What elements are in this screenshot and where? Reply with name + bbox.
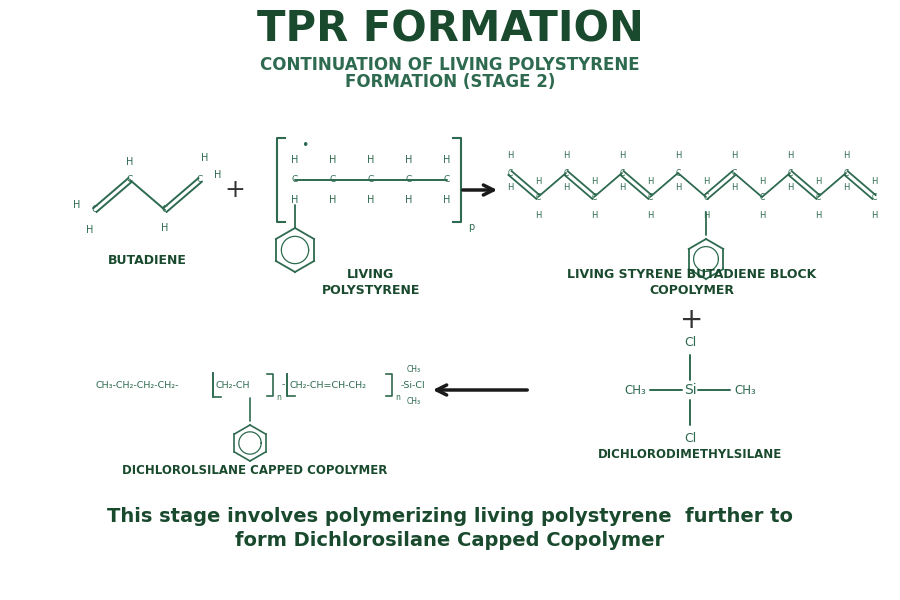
Text: H: H	[329, 195, 337, 205]
Text: CH₃-CH₂-CH₂-CH₂-: CH₃-CH₂-CH₂-CH₂-	[95, 380, 178, 389]
Text: p: p	[468, 222, 474, 232]
Text: H: H	[214, 170, 221, 180]
Text: This stage involves polymerizing living polystyrene  further to: This stage involves polymerizing living …	[107, 506, 793, 526]
Text: H: H	[292, 195, 299, 205]
Text: C: C	[788, 169, 793, 178]
Text: H: H	[367, 195, 374, 205]
Text: C: C	[197, 175, 203, 185]
Text: H: H	[507, 151, 513, 160]
Text: H: H	[842, 151, 850, 160]
Text: H: H	[444, 195, 451, 205]
Text: H: H	[562, 184, 569, 193]
Text: CH₂-CH=CH-CH₂: CH₂-CH=CH-CH₂	[289, 380, 366, 389]
Text: H: H	[871, 178, 877, 187]
Text: C: C	[162, 205, 168, 214]
Text: C: C	[508, 169, 513, 178]
Text: DICHLOROLSILANE CAPPED COPOLYMER: DICHLOROLSILANE CAPPED COPOLYMER	[122, 463, 388, 476]
Text: C: C	[843, 169, 849, 178]
Text: form Dichlorosilane Capped Copolymer: form Dichlorosilane Capped Copolymer	[236, 530, 664, 550]
Text: H: H	[731, 184, 737, 193]
Text: H: H	[703, 211, 709, 220]
Text: LIVING STYRENE BUTADIENE BLOCK: LIVING STYRENE BUTADIENE BLOCK	[567, 269, 816, 281]
Text: H: H	[675, 184, 681, 193]
Text: H: H	[647, 178, 653, 187]
Text: H: H	[619, 151, 625, 160]
Text: C: C	[591, 193, 597, 202]
Text: H: H	[507, 184, 513, 193]
Text: H: H	[703, 178, 709, 187]
Text: DICHLORODIMETHYLSILANE: DICHLORODIMETHYLSILANE	[598, 449, 782, 461]
Text: H: H	[202, 153, 209, 163]
Text: C: C	[647, 193, 652, 202]
Text: +: +	[225, 178, 246, 202]
Text: -: -	[282, 380, 285, 389]
Text: C: C	[871, 193, 877, 202]
Text: BUTADIENE: BUTADIENE	[108, 253, 186, 266]
Text: C: C	[92, 205, 98, 214]
Text: H: H	[814, 211, 821, 220]
Text: H: H	[590, 211, 598, 220]
Text: H: H	[759, 211, 765, 220]
Text: C: C	[127, 175, 133, 185]
Text: CH₃: CH₃	[624, 383, 646, 397]
Text: C: C	[675, 169, 680, 178]
Text: CONTINUATION OF LIVING POLYSTYRENE: CONTINUATION OF LIVING POLYSTYRENE	[260, 56, 640, 74]
Text: Cl: Cl	[684, 431, 696, 445]
Text: C: C	[444, 175, 450, 185]
Text: COPOLYMER: COPOLYMER	[650, 284, 734, 298]
Text: FORMATION (STAGE 2): FORMATION (STAGE 2)	[345, 73, 555, 91]
Text: H: H	[329, 155, 337, 165]
Text: n: n	[276, 392, 281, 401]
Text: H: H	[405, 195, 413, 205]
Text: H: H	[590, 178, 598, 187]
Text: Cl: Cl	[684, 335, 696, 349]
Text: C: C	[732, 169, 736, 178]
Text: -Si-Cl: -Si-Cl	[401, 380, 426, 389]
Text: H: H	[675, 151, 681, 160]
Text: H: H	[759, 178, 765, 187]
Text: H: H	[444, 155, 451, 165]
Text: H: H	[647, 211, 653, 220]
Text: +: +	[680, 306, 704, 334]
Text: H: H	[787, 151, 793, 160]
Text: H: H	[367, 155, 374, 165]
Text: H: H	[126, 157, 134, 167]
Text: H: H	[871, 211, 877, 220]
Text: CH₃: CH₃	[734, 383, 756, 397]
Text: C: C	[563, 169, 569, 178]
Text: C: C	[330, 175, 336, 185]
Text: C: C	[368, 175, 374, 185]
Text: H: H	[535, 178, 541, 187]
Text: CH₃: CH₃	[407, 364, 421, 373]
Text: H: H	[86, 225, 94, 235]
Text: LIVING: LIVING	[347, 269, 394, 281]
Text: H: H	[292, 155, 299, 165]
Text: POLYSTYRENE: POLYSTYRENE	[322, 283, 420, 296]
Text: C: C	[704, 193, 708, 202]
Text: n: n	[395, 392, 400, 401]
Text: •: •	[302, 139, 309, 151]
Text: H: H	[161, 223, 168, 233]
Text: H: H	[73, 200, 81, 210]
Text: C: C	[536, 193, 541, 202]
Text: CH₃: CH₃	[407, 397, 421, 407]
Text: H: H	[405, 155, 413, 165]
Text: H: H	[842, 184, 850, 193]
Text: H: H	[562, 151, 569, 160]
Text: H: H	[731, 151, 737, 160]
Text: C: C	[760, 193, 765, 202]
Text: C: C	[406, 175, 412, 185]
Text: Si: Si	[684, 383, 697, 397]
Text: C: C	[292, 175, 298, 185]
Text: H: H	[814, 178, 821, 187]
Text: H: H	[787, 184, 793, 193]
Text: H: H	[535, 211, 541, 220]
Text: H: H	[619, 184, 625, 193]
Text: C: C	[619, 169, 625, 178]
Text: TPR FORMATION: TPR FORMATION	[256, 9, 644, 51]
Text: C: C	[815, 193, 821, 202]
Text: CH₂-CH: CH₂-CH	[215, 380, 249, 389]
